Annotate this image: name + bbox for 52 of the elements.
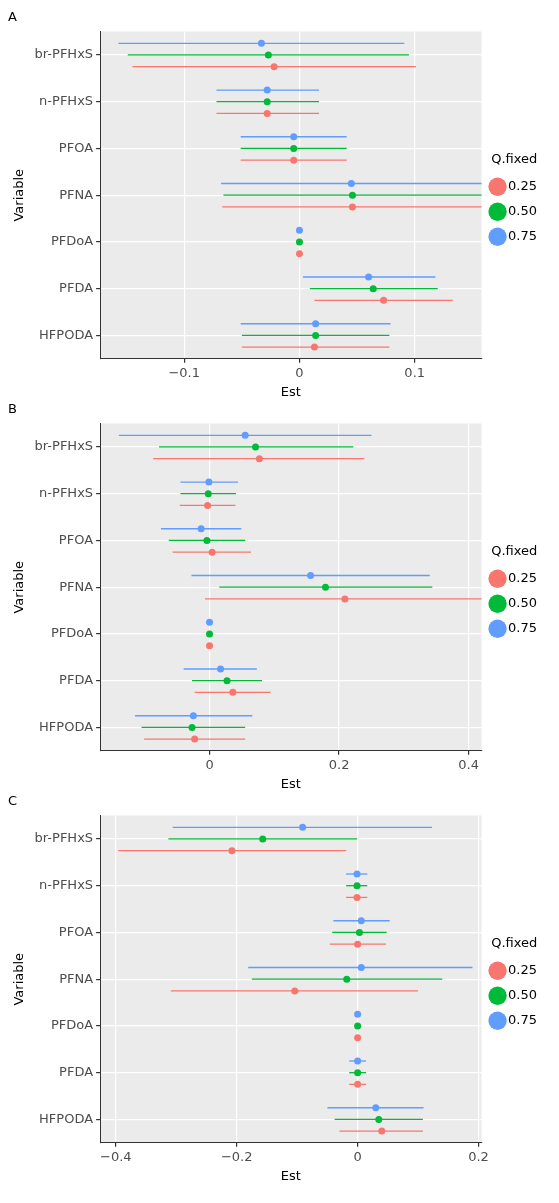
legend-label: 0.50: [508, 987, 538, 1003]
y-tick-label: br-PFHxS: [34, 46, 94, 62]
legend-label: 0.75: [508, 620, 538, 636]
y-tick-label: PFNA: [59, 970, 94, 986]
x-tick-label: 0: [353, 1148, 362, 1164]
chart-title: C: [8, 793, 18, 809]
y-tick-label: PFNA: [59, 578, 94, 594]
x-tick-label: −0.1: [168, 364, 201, 380]
x-tick-label: 0.2: [468, 1148, 489, 1164]
y-tick-label: n-PFHxS: [39, 877, 94, 893]
legend-label: 0.75: [508, 228, 538, 244]
legend-label: 0.25: [508, 962, 538, 978]
y-axis-title: Variable: [11, 560, 27, 614]
y-tick-label: PFDoA: [50, 233, 94, 249]
x-tick-label: 0.4: [458, 756, 479, 772]
chart-title: B: [8, 401, 17, 417]
legend-title: Q.fixed: [491, 150, 538, 166]
y-tick-label: PFOA: [58, 923, 94, 939]
y-tick-label: n-PFHxS: [39, 485, 94, 501]
y-tick-label: HFPODA: [39, 1110, 94, 1126]
y-tick-label: PFOA: [58, 531, 94, 547]
x-axis-title: Est: [280, 1167, 301, 1183]
y-tick-label: PFNA: [59, 186, 94, 202]
y-tick-label: br-PFHxS: [34, 830, 94, 846]
y-tick-label: PFDoA: [50, 625, 94, 641]
legend-label: 0.50: [508, 203, 538, 219]
x-tick-label: 0.1: [404, 364, 426, 380]
y-tick-label: PFDA: [59, 672, 94, 688]
x-tick-label: 0: [205, 756, 214, 772]
x-tick-label: 0.2: [328, 756, 350, 772]
x-tick-label: 0: [295, 364, 304, 380]
legend-label: 0.75: [508, 1012, 538, 1028]
y-axis-title: Variable: [11, 168, 27, 222]
y-tick-label: PFDA: [59, 280, 94, 296]
y-tick-label: HFPODA: [39, 326, 94, 342]
x-tick-label: −0.2: [220, 1148, 253, 1164]
y-tick-label: PFOA: [58, 139, 94, 155]
legend-label: 0.25: [508, 178, 538, 194]
y-axis-title: Variable: [11, 952, 27, 1006]
legend-label: 0.50: [508, 595, 538, 611]
y-tick-label: HFPODA: [39, 718, 94, 734]
chart-title: A: [8, 9, 17, 25]
y-tick-label: br-PFHxS: [34, 438, 94, 454]
legend-label: 0.25: [508, 570, 538, 586]
legend-title: Q.fixed: [491, 934, 538, 950]
y-tick-label: PFDoA: [50, 1017, 94, 1033]
legend-title: Q.fixed: [491, 542, 538, 558]
y-tick-label: n-PFHxS: [39, 93, 94, 109]
x-axis-title: Est: [280, 775, 301, 791]
x-axis-title: Est: [280, 383, 301, 399]
y-tick-label: PFDA: [59, 1064, 94, 1080]
x-tick-label: −0.4: [100, 1148, 132, 1164]
